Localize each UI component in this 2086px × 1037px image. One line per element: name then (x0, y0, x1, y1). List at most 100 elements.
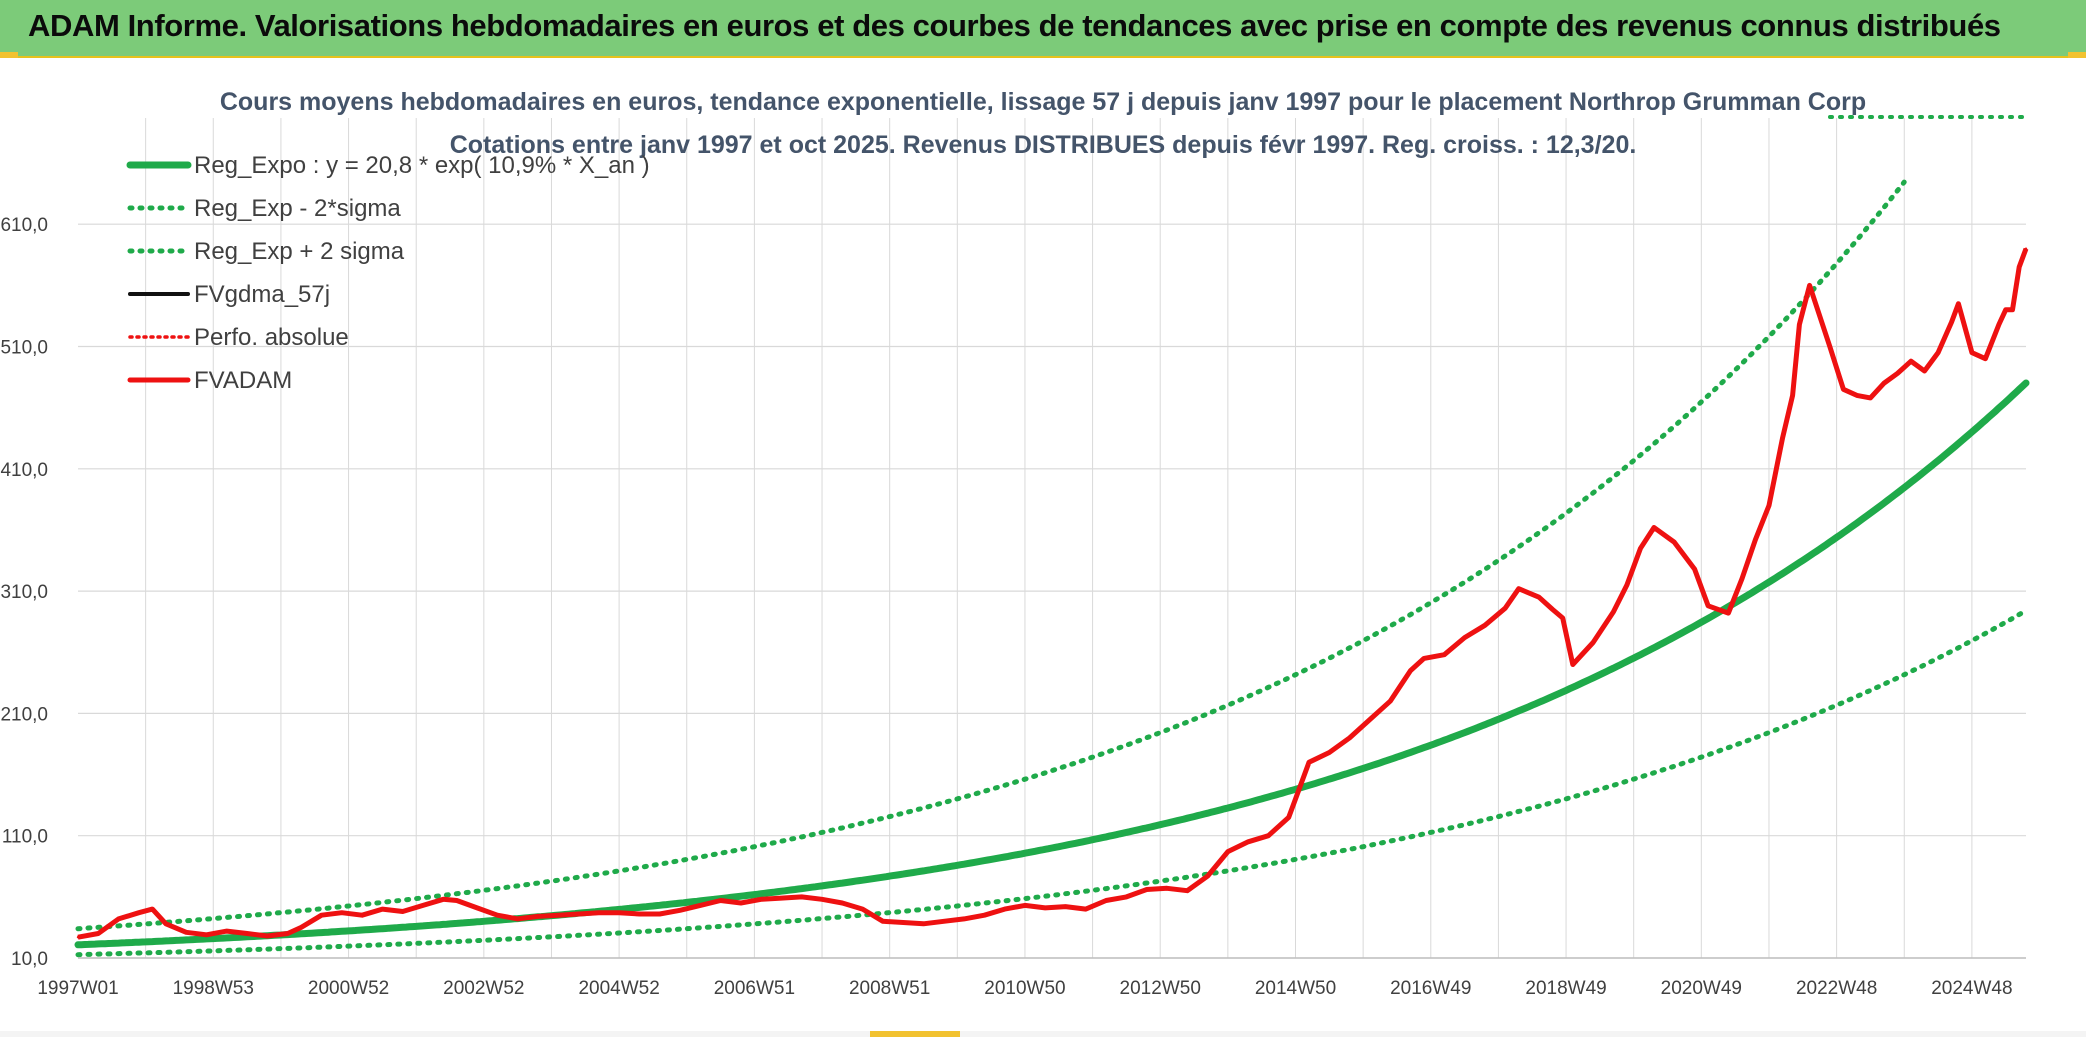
x-tick-label: 2010W50 (984, 978, 1065, 999)
fvadam-point (442, 898, 445, 901)
fvadam-point (1084, 907, 1088, 911)
fvadam-point (401, 910, 404, 913)
fvadam-point (286, 932, 289, 935)
fvadam-point (962, 917, 966, 921)
fvadam-point (2004, 308, 2007, 311)
x-tick-label: 2008W51 (849, 978, 930, 999)
axis-layer: 10,0 110,0 210,0 310,0 410,0 510,0 610,0 1997W0… (0, 215, 2026, 999)
fvadam-point (1561, 616, 1564, 620)
fvadam-point (300, 926, 303, 929)
y-tick-label: 410,0 (0, 460, 48, 481)
fvadam-point (739, 901, 743, 905)
x-tick-label: 2002W52 (443, 978, 524, 999)
x-tick-label: 2004W52 (578, 978, 659, 999)
y-tick-label: 10,0 (11, 949, 48, 970)
fvadam-point (658, 912, 661, 916)
y-tick-label: 210,0 (0, 704, 48, 725)
x-tick-label: 2024W48 (1931, 978, 2012, 999)
fvadam-point (320, 914, 323, 917)
fvadam-point (719, 899, 722, 902)
legend-item: Reg_Exp - 2*sigma (127, 195, 401, 222)
x-tick-label: 2014W50 (1255, 978, 1336, 999)
fvadam-point (1625, 583, 1629, 587)
fvadam-point (1950, 320, 1953, 324)
fvadam-point (1706, 604, 1710, 607)
fvadam-point (800, 895, 803, 899)
fvadam-point (1781, 437, 1784, 440)
fvadam-point (1023, 904, 1027, 907)
fvadam-point (1798, 323, 1801, 326)
chart-title: Cours moyens hebdomadaires en euros, ten… (220, 88, 1866, 116)
series-line-reg-exp-minus-2sigma (75, 608, 2029, 958)
fvadam-point (2024, 247, 2028, 250)
fvadam-point (617, 911, 621, 914)
fvadam-point (1970, 351, 1974, 354)
series-layer (74, 179, 2030, 958)
fvadam-point (76, 936, 80, 939)
x-tick-label: 2016W49 (1390, 978, 1471, 999)
fvadam-point (1936, 351, 1940, 354)
y-tick-label: 110,0 (2, 827, 48, 848)
fvadam-point (1957, 302, 1960, 305)
fvadam-point (760, 898, 763, 901)
fvadam-point (1517, 587, 1520, 590)
fvadam-point (185, 931, 188, 934)
fvadam-point (1483, 624, 1487, 627)
fvadam-point (820, 898, 824, 901)
fvadam-point (205, 933, 208, 936)
x-tick-label: 1997W01 (37, 978, 118, 999)
fvadam-point (1767, 504, 1771, 507)
legend-label: Perfo. absolue (194, 324, 349, 351)
fvadam-point (942, 920, 945, 923)
fvadam-point (117, 917, 120, 921)
fvadam-point (516, 917, 519, 921)
fvadam-point (1740, 577, 1744, 581)
fvadam-point (1125, 895, 1128, 899)
header-bar: ADAM Informe. Valorisations hebdomadaire… (0, 0, 2086, 58)
fvadam-point (1003, 907, 1006, 911)
fvadam-point (1693, 567, 1696, 571)
fvadam-point (1842, 388, 1845, 391)
chart-subtitle: Cotations entre janv 1997 et oct 2025. R… (450, 131, 1637, 159)
fvadam-point (1443, 653, 1446, 656)
fvadam-point (1828, 345, 1832, 348)
page-title: ADAM Informe. Valorisations hebdomadaire… (28, 8, 2001, 43)
y-tick-label: 610,0 (0, 215, 48, 236)
fvadam-point (1571, 663, 1575, 666)
fvadam-point (137, 911, 141, 914)
fvadam-point (1855, 394, 1859, 397)
fvadam-point (902, 921, 905, 924)
legend-label: Reg_Exp - 2*sigma (194, 195, 401, 222)
x-tick-label: 2020W49 (1661, 978, 1742, 999)
fvadam-point (1247, 840, 1250, 843)
fvadam-point (1226, 850, 1230, 853)
fvadam-point (638, 912, 641, 916)
y-tick-label: 510,0 (0, 338, 48, 359)
fvadam-point (2018, 265, 2021, 269)
fvadam-point (1504, 607, 1507, 610)
legend-label: Reg_Exp + 2 sigma (194, 238, 405, 265)
corner-accent-right (2068, 52, 2086, 58)
fvadam-point (1984, 357, 1987, 360)
legend-label: FVADAM (194, 367, 292, 394)
fvadam-point (1145, 888, 1148, 891)
fvadam-point (340, 911, 343, 914)
fvadam-point (1791, 394, 1794, 397)
fvadam-point (1896, 372, 1899, 375)
fvadam-point (2011, 308, 2014, 311)
fvadam-point (699, 904, 702, 907)
series-line-reg-exp-plus-2sigma (75, 179, 1907, 932)
fvadam-point (266, 934, 269, 938)
series-line-fvadam (77, 247, 2029, 940)
x-tick-label: 2022W48 (1796, 978, 1877, 999)
fvadam-point (1463, 636, 1466, 639)
series-line-reg-expo (74, 379, 2030, 949)
fvadam-point (164, 922, 168, 925)
fvadam-point (1294, 797, 1297, 801)
fvadam-point (1882, 382, 1886, 385)
fvadam-point (1923, 369, 1926, 373)
fvadam-point (421, 904, 425, 907)
fvadam-point (1044, 906, 1047, 910)
fvadam-point (1869, 396, 1872, 400)
legend-label: FVgdma_57j (194, 281, 330, 308)
